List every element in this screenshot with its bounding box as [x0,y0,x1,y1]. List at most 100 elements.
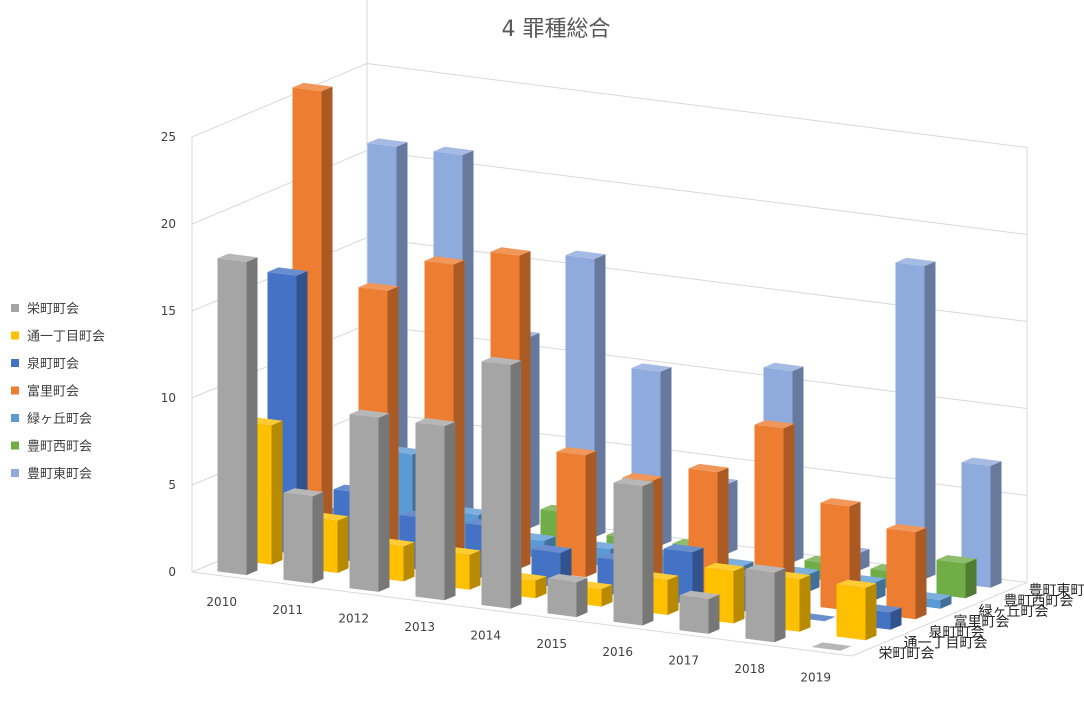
bar-side [469,550,481,590]
bar-top [547,574,588,583]
legend-swatch [11,386,19,395]
bar-栄町町会-2015 [547,574,588,618]
series-axis-label: 栄町町会 [879,646,935,662]
series-axis-label: 泉町町会 [929,624,985,641]
bar-top [679,590,720,600]
bar-栄町町会-2016 [613,478,654,626]
bar-top [663,544,704,553]
legend-label: 緑ヶ丘町会 [27,412,92,427]
series-axis-label: 豊町西町会 [1004,593,1074,609]
x-category-label: 2015 [536,637,567,651]
bar-豊町西町会-2019 [936,555,977,599]
bar-top [895,257,936,267]
series-axis-label: 緑ヶ丘町会 [979,604,1049,620]
bar-top [631,363,672,372]
bar-front [745,569,775,643]
bar-side [660,367,672,546]
bar-side [865,583,877,641]
bar-side [312,491,324,584]
x-category-label: 2014 [470,628,501,642]
bar-栄町町会-2012 [349,409,390,592]
legend-item: 富里町会 [11,384,79,400]
bar-front [415,422,445,601]
bar-栄町町会-2013 [415,418,456,601]
bar-front [283,492,313,584]
bar-栄町町会-2014 [481,356,522,609]
series-axis-label: 富里町会 [954,613,1010,630]
bar-side [585,450,597,578]
bar-front [936,559,966,599]
legend-item: 通一丁目町会 [11,330,105,345]
bar-side [733,566,745,624]
bar-top [415,418,456,427]
bar-栄町町会-2018 [745,564,786,643]
bar-side [462,150,474,521]
bar-front [547,578,577,618]
bar-side [601,584,613,607]
bar-top [481,356,522,366]
bar-top [688,463,729,473]
bar-front [217,258,247,576]
series-axis-label: 通一丁目町会 [904,635,988,651]
bar-side [774,568,786,643]
x-category-label: 2012 [338,612,369,626]
bar-side [396,142,408,513]
series-axis-label: 豊町東町会 [1029,583,1084,599]
bar-栄町町会-2019 [811,642,852,651]
bar-side [519,251,531,569]
bar-top [556,447,597,456]
legend-item: 栄町町会 [11,302,79,317]
bar-front [961,462,991,588]
y-tick-label: 25 [161,130,176,144]
bar-栄町町会-2011 [283,488,324,584]
bar-side [246,257,258,576]
bar-side [965,558,977,599]
bar-side [510,360,522,609]
bar-top [754,420,795,429]
bar-front [754,424,784,603]
bar-栄町町会-2017 [679,590,720,634]
bar-side [378,413,390,592]
bars [217,82,1002,651]
bar-top [936,555,977,564]
bar-front [836,584,866,641]
x-category-label: 2011 [272,603,303,617]
bar-front [481,361,511,609]
bar-富里町会-2017 [754,420,795,603]
bar-side [535,576,547,599]
bar-side [858,548,870,571]
bar-side [453,260,465,561]
bar-top [763,362,804,372]
bar-side [337,516,349,573]
legend-swatch [11,469,19,477]
bar-side [990,461,1002,588]
x-category-label: 2019 [800,670,831,684]
bar-front [556,451,586,578]
bar-通一丁目町会-2019 [836,579,877,641]
bar-side [940,595,952,609]
bar-top [613,478,654,487]
bar-富里町会-2014 [556,447,597,578]
bar-top [531,544,572,553]
bar-front [895,262,925,580]
axis-line [851,582,1028,657]
bar-富里町会-2019 [886,523,927,620]
legend-item: 緑ヶ丘町会 [11,412,92,427]
bar-富里町会-2016 [688,463,729,594]
bar-front [349,414,379,592]
chart-title: 4 罪種総合 [502,17,611,42]
bar-side [642,481,654,626]
x-axis-categories: 2010 2011 2012 2013 2014 2015 2016 2017 2018 2019 [206,595,831,685]
bar-side [271,420,283,565]
bar-side [296,271,308,555]
bar-top [565,250,606,259]
bar-top [886,523,927,533]
bar-side [708,594,720,634]
bar-side [799,575,811,632]
legend-label: 通一丁目町会 [27,330,105,345]
bar-side [717,467,729,594]
bar-front [886,528,916,620]
